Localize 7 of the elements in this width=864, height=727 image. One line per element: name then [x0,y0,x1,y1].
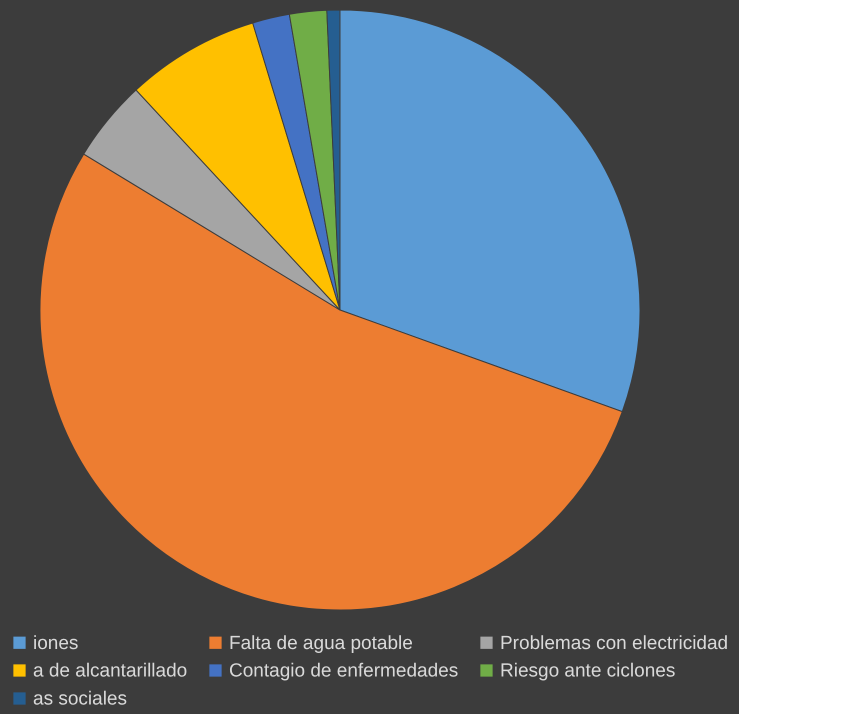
legend-label: Contagio de enfermedades [229,660,458,682]
legend-label: Problemas con electricidad [500,632,728,654]
legend-label: Falta de agua potable [229,632,413,654]
legend-label: Riesgo ante ciclones [500,660,676,682]
legend-label: as sociales [33,688,127,710]
legend-label: a de alcantarillado [33,660,188,682]
legend-label: iones [33,632,78,654]
